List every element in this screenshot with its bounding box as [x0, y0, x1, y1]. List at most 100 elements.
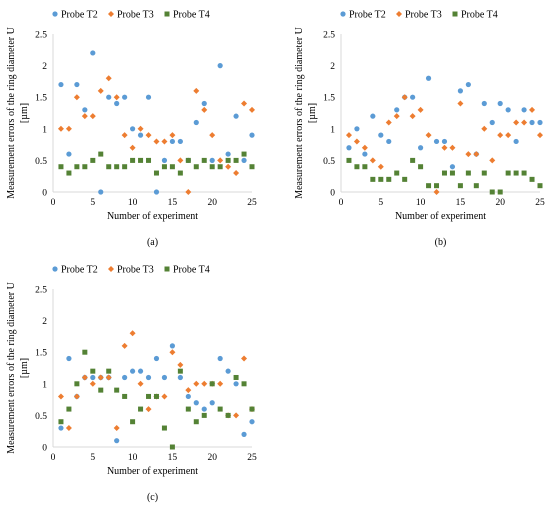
data-point [169, 349, 176, 356]
data-point [386, 138, 392, 145]
chart-panel-b: 0 0.5 1 1.5 2 2.5 0 5 10 15 20 25 Number of experime… [294, 10, 545, 249]
data-point [137, 125, 144, 132]
data-point [177, 170, 183, 176]
data-point [169, 343, 175, 349]
data-point [185, 406, 191, 412]
data-point [457, 100, 464, 107]
data-point [473, 183, 479, 189]
data-point [114, 100, 120, 107]
data-point [497, 189, 503, 195]
panel-caption: (c) [147, 492, 158, 503]
data-point [137, 380, 144, 387]
data-point [153, 170, 159, 176]
data-point [130, 419, 136, 425]
legend-marker [52, 11, 58, 17]
y-tick-label: 1.5 [323, 94, 335, 104]
data-point [66, 355, 72, 362]
data-point [449, 164, 456, 170]
data-point [537, 183, 543, 189]
data-point [233, 157, 239, 163]
data-point [521, 170, 527, 176]
data-point [82, 349, 88, 355]
data-point [378, 132, 384, 138]
data-point [161, 393, 168, 400]
data-point [441, 138, 448, 145]
x-tick-label: 10 [128, 198, 138, 208]
data-point [193, 419, 199, 425]
data-point [121, 132, 128, 139]
data-point [74, 81, 80, 88]
data-point [481, 100, 487, 107]
data-point [106, 164, 112, 170]
chart-panel-c: 0 0.5 1 1.5 2 2.5 0 5 10 15 20 25 Number of experime… [6, 265, 257, 504]
x-tick-label: 20 [207, 198, 217, 208]
data-point [401, 94, 408, 101]
data-point [82, 164, 88, 170]
data-point [193, 400, 199, 406]
data-point [409, 113, 416, 120]
data-point [98, 151, 104, 157]
legend-label: Probe T2 [61, 265, 98, 276]
x-axis-title: Number of experiment [107, 211, 198, 222]
y-tick-label: 2 [42, 62, 47, 72]
data-point [82, 107, 88, 113]
data-point [370, 113, 376, 119]
data-point [233, 412, 240, 419]
data-point [74, 164, 80, 170]
data-point [457, 183, 463, 189]
data-point [122, 393, 128, 399]
data-point [425, 75, 432, 81]
data-point [161, 157, 168, 163]
data-point [465, 81, 471, 88]
data-point [153, 393, 159, 399]
data-point [217, 355, 223, 362]
data-point [225, 163, 232, 170]
x-tick-label: 5 [90, 453, 95, 463]
data-point [98, 387, 104, 393]
y-axis-title: Measurement errors of the ring diameter … [294, 26, 305, 198]
y-tick-label: 0.5 [35, 412, 47, 422]
data-point [249, 419, 255, 425]
x-tick-label: 15 [168, 453, 178, 463]
data-point [90, 157, 96, 163]
data-point [249, 406, 255, 412]
data-point [193, 119, 199, 126]
data-point [201, 412, 207, 418]
y-tick-label: 2.5 [35, 286, 47, 296]
legend-label: Probe T3 [405, 10, 442, 21]
data-point [201, 106, 208, 113]
data-point [410, 157, 416, 163]
data-point [417, 106, 424, 113]
data-point [241, 100, 248, 107]
data-point [97, 374, 104, 381]
data-point [145, 94, 152, 100]
data-point [185, 189, 192, 195]
data-point [433, 138, 440, 145]
data-point [449, 144, 456, 151]
data-point [137, 368, 144, 374]
data-point [346, 145, 352, 151]
y-axis-unit: [µm] [19, 358, 30, 378]
legend-label: Probe T2 [349, 10, 386, 21]
data-point [521, 107, 527, 113]
data-point [74, 381, 80, 387]
x-axis-title: Number of experiment [107, 466, 198, 477]
data-point [161, 374, 168, 381]
data-point [66, 151, 72, 157]
data-point [217, 380, 224, 387]
data-point [433, 189, 440, 195]
data-point [146, 393, 152, 399]
data-point [97, 87, 104, 94]
legend-marker [452, 11, 458, 17]
data-point [66, 406, 72, 412]
x-tick-label: 10 [128, 453, 138, 463]
data-point [66, 170, 72, 176]
data-point [114, 387, 120, 393]
data-point [153, 138, 160, 145]
legend-marker [108, 11, 114, 17]
data-point [153, 355, 160, 362]
data-point [58, 419, 64, 425]
y-axis-title: Measurement errors of the ring diameter … [6, 26, 17, 198]
data-point [193, 164, 199, 170]
data-point [114, 164, 120, 170]
